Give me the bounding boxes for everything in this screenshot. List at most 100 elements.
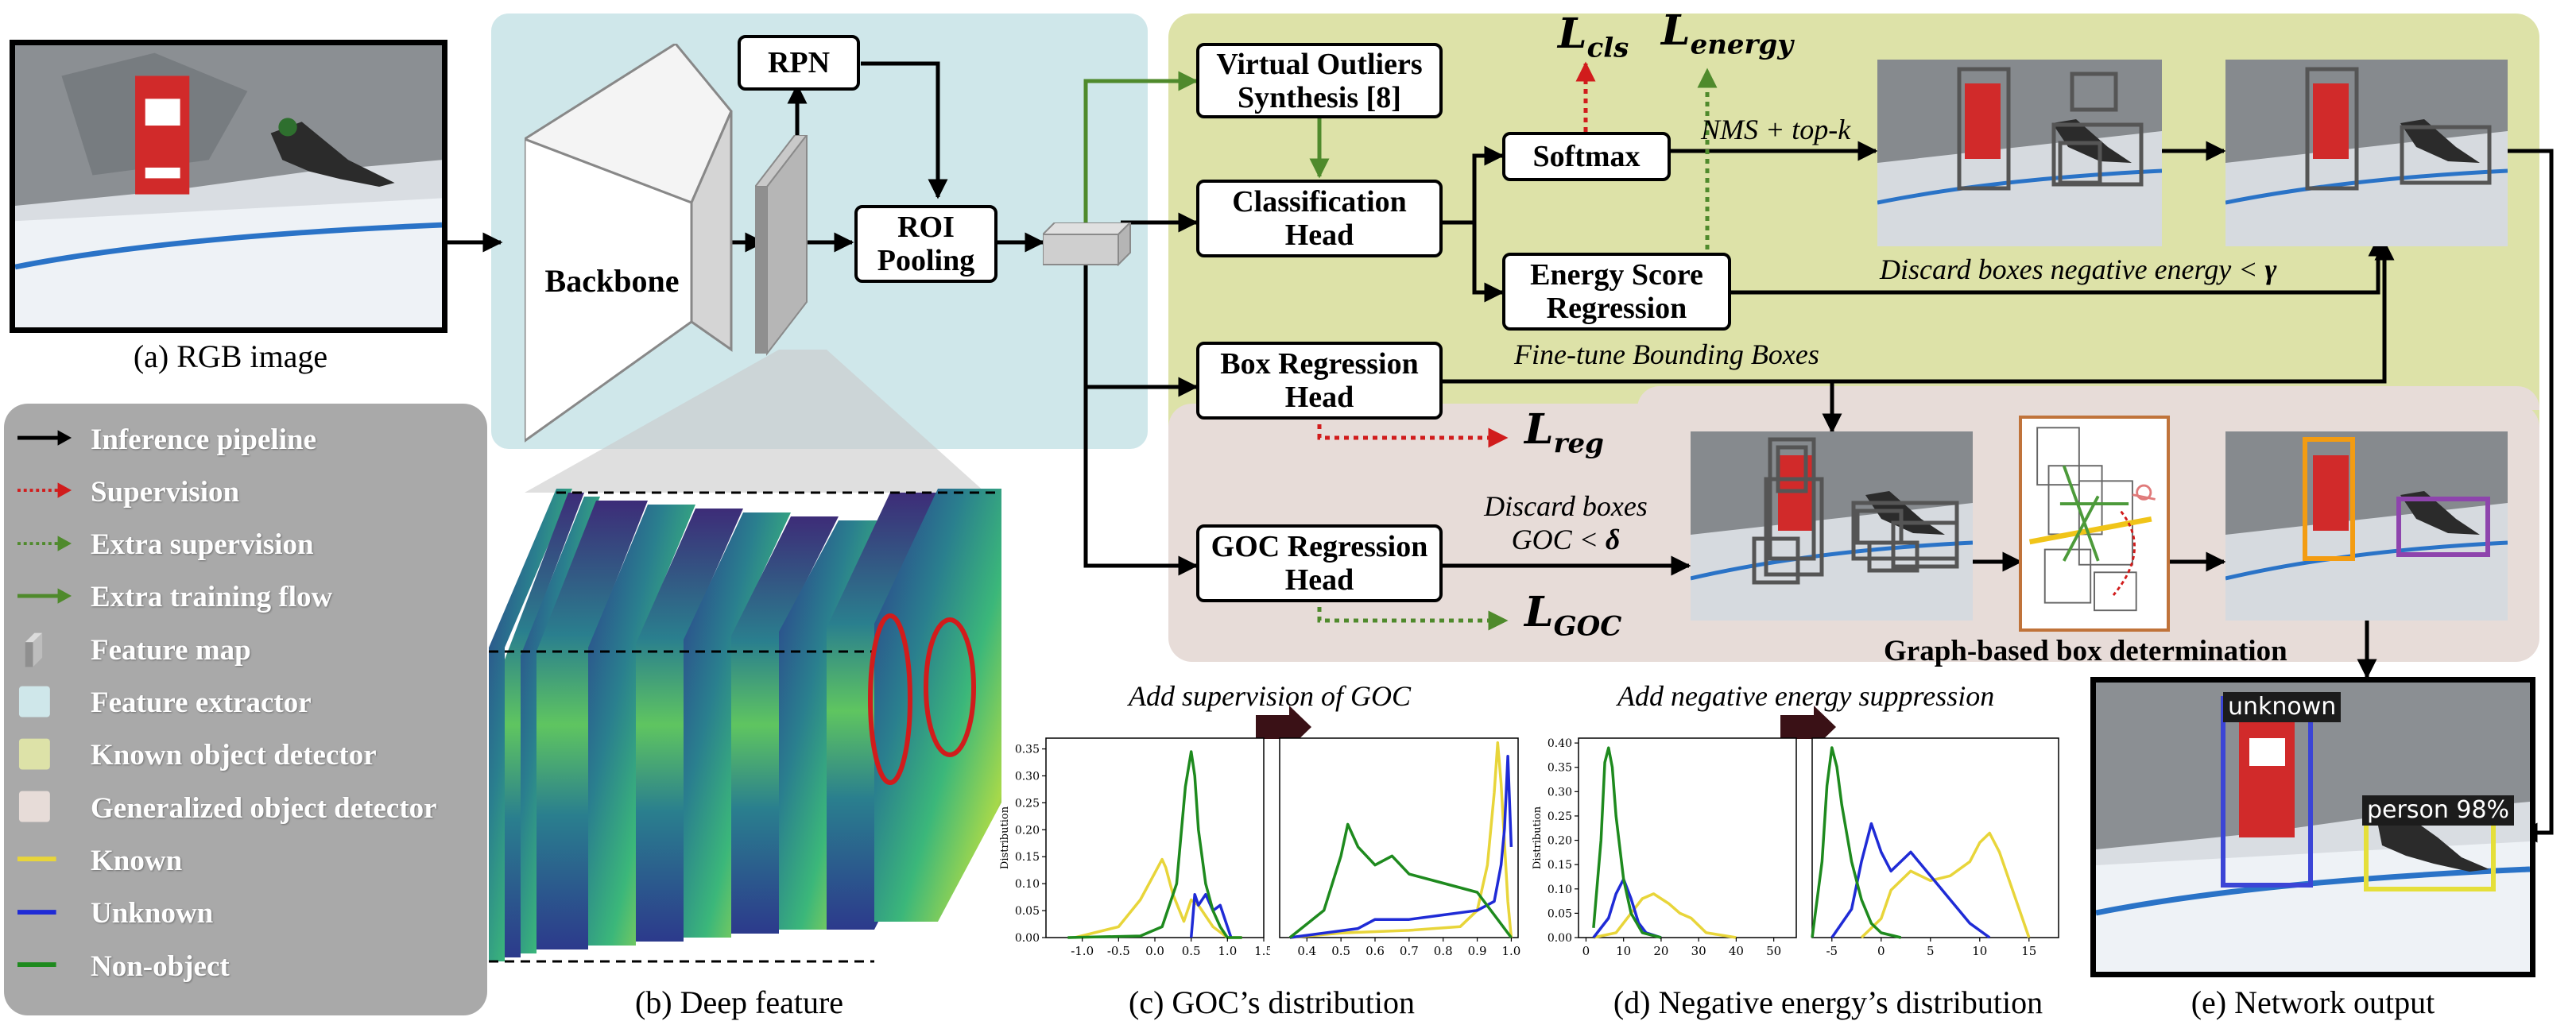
olive-swatch	[17, 738, 73, 772]
series-line-known	[1289, 741, 1513, 939]
x-tick-label: 0	[1582, 944, 1590, 958]
deep-feature-projection	[525, 350, 986, 493]
x-tick-label: 0.7	[1400, 944, 1419, 958]
y-tick-label: 0.10	[1015, 878, 1040, 891]
x-tick-label: 0.0	[1145, 944, 1164, 958]
x-tick-label: 0.5	[1331, 944, 1350, 958]
goc-regression-head[interactable]: GOC Regression Head	[1196, 524, 1443, 602]
series-line-known	[1593, 892, 1737, 939]
discard-energy-label: Discard boxes negative energy < γ	[1880, 253, 2277, 285]
arrow-vector-vos	[1083, 71, 1199, 229]
legend-item: Known object detector	[17, 733, 377, 778]
deep-feature-slices	[489, 489, 1001, 961]
rpn-box[interactable]: RPN	[738, 35, 860, 91]
softmax-box[interactable]: Softmax	[1502, 132, 1671, 181]
feature-map-icon	[17, 632, 73, 667]
roi-pooling-box[interactable]: ROI Pooling	[854, 205, 997, 283]
series-line-non-object	[1592, 746, 1662, 939]
legend-item: Feature extractor	[17, 681, 312, 725]
legend-item: Known	[17, 838, 182, 883]
legend-label: Feature map	[91, 633, 251, 667]
y-axis-label: Distribution	[1000, 806, 1011, 869]
x-tick-label: 1.5	[1254, 944, 1270, 958]
y-tick-label: 0.25	[1015, 797, 1040, 810]
goc-candidates-image	[1691, 431, 1973, 621]
legend-label: Known	[91, 844, 183, 877]
legend-label: Feature extractor	[91, 686, 312, 719]
arrow-finetune	[1440, 240, 2395, 384]
x-tick-label: 0.9	[1468, 944, 1487, 958]
x-tick-label: 0.4	[1297, 944, 1316, 958]
legend-item: Generalized object detector	[17, 786, 437, 830]
y-tick-label: 0.30	[1015, 770, 1040, 783]
yellow-line	[17, 845, 73, 876]
legend-label: Extra supervision	[91, 528, 314, 562]
roi-vector-block	[1043, 222, 1132, 266]
vos-box[interactable]: Virtual Outliers Synthesis [8]	[1196, 43, 1443, 118]
loss-goc: LGOC	[1524, 588, 1622, 643]
goc-result-image	[2225, 431, 2508, 621]
y-tick-label: 0.15	[1548, 859, 1572, 872]
legend-label: Unknown	[91, 897, 214, 930]
energy-transition-arrow-body	[1780, 715, 1814, 739]
deep-feature-caption: (b) Deep feature	[634, 984, 844, 1020]
legend-item: Feature map	[17, 628, 251, 672]
black-arrow	[17, 423, 73, 455]
x-tick-label: 30	[1691, 944, 1706, 958]
x-tick-label: 1.0	[1501, 944, 1520, 958]
x-tick-label: 10	[1972, 944, 1987, 958]
unknown-tag: unknown	[2223, 692, 2342, 722]
person-tag: person 98%	[2362, 795, 2515, 826]
green-line	[17, 950, 73, 982]
legend-region	[4, 404, 487, 1015]
energy-suppression-label: Add negative energy suppression	[1617, 680, 1995, 712]
plot-frame	[1578, 737, 1797, 938]
deep-feature-stack	[489, 489, 1001, 963]
series-line-unknown	[1289, 755, 1513, 939]
goc-caption: (c) GOC’s distribution	[1129, 984, 1415, 1020]
plot-frame	[1045, 737, 1265, 938]
y-tick-label: 0.10	[1548, 884, 1572, 896]
nms-topk-label: NMS + top-k	[1701, 114, 1851, 145]
x-tick-label: -5	[1826, 944, 1838, 958]
x-tick-label: 0.5	[1182, 944, 1201, 958]
energy-caption: (d) Negative energy’s distribution	[1613, 984, 2043, 1020]
box-regression-head[interactable]: Box Regression Head	[1196, 342, 1443, 420]
blue-line	[17, 898, 73, 930]
backbone-label: Backbone	[544, 263, 680, 299]
x-tick-label: 0.6	[1365, 944, 1385, 958]
chart-energy-before: 0 10 20 30 40 50 0.00 0.05 0.10 0.15 0.20 0.25 0.30 0…	[1532, 727, 1803, 969]
arrow-cls-softmax	[1440, 145, 1505, 225]
y-tick-label: 0.20	[1015, 824, 1040, 837]
legend: Inference pipeline Supervision Extra super…	[17, 417, 486, 1005]
y-tick-label: 0.40	[1548, 737, 1572, 750]
y-tick-label: 0.35	[1548, 762, 1572, 775]
y-tick-label: 0.20	[1548, 835, 1572, 848]
x-tick-label: 40	[1729, 944, 1744, 958]
energy-filtered-image	[2225, 60, 2508, 246]
green-arrow	[17, 582, 73, 613]
legend-item: Unknown	[17, 891, 213, 936]
y-tick-label: 0.35	[1015, 744, 1040, 756]
classification-head-box[interactable]: Classification Head	[1196, 180, 1443, 257]
x-tick-label: 5	[1927, 944, 1935, 958]
arrow-vector-boxhead	[1083, 257, 1199, 397]
y-axis-label: Distribution	[1532, 806, 1544, 869]
y-tick-label: 0.25	[1548, 810, 1572, 823]
chart-goc-before: -1.0 -0.5 0.0 0.5 1.0 1.5 0.00 0.05 0.10 0.15 0.20…	[999, 727, 1273, 969]
graph-determination-label: Graph-based box determination	[1884, 635, 2287, 667]
series-line-unknown	[1830, 822, 1991, 939]
feature-map-block	[755, 135, 808, 356]
region-overlap-mask	[1637, 386, 2539, 410]
backbone-shape	[525, 44, 733, 443]
legend-item: Inference pipeline	[17, 417, 316, 462]
series-line-unknown	[1189, 892, 1233, 938]
energy-score-box[interactable]: Energy Score Regression	[1502, 253, 1731, 331]
series-line-unknown	[1592, 877, 1662, 939]
legend-label: Known object detector	[91, 739, 377, 772]
network-output-image: unknown person 98%	[2090, 677, 2535, 977]
series-line-non-object	[1288, 822, 1513, 939]
loss-cls: Lcls	[1558, 10, 1629, 64]
goc-transition-arrow-body	[1256, 715, 1289, 739]
